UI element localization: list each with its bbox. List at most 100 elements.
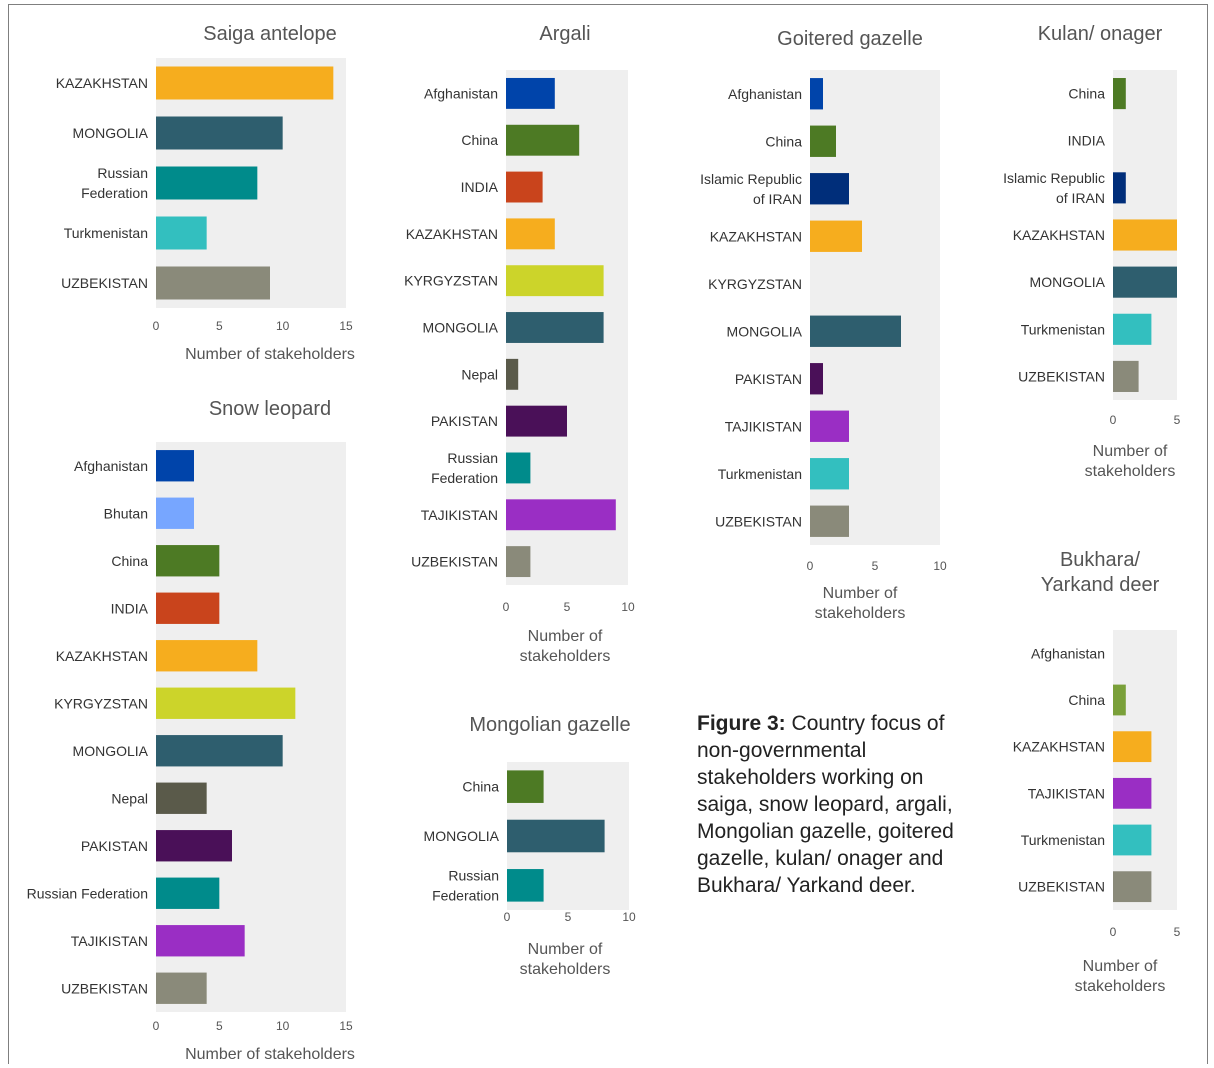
category-label: China xyxy=(1068,86,1105,102)
category-label: UZBEKISTAN xyxy=(1018,368,1105,384)
x-axis-label: Number of stakeholders xyxy=(1074,958,1166,995)
bar-mongolia xyxy=(810,315,901,347)
tick-label: 5 xyxy=(564,600,571,614)
bar-mongolia xyxy=(507,819,605,853)
bar-afghanistan xyxy=(506,77,555,109)
bar-uzbekistan xyxy=(1113,871,1152,903)
bar-china xyxy=(1113,684,1126,716)
bar-afghanistan xyxy=(810,78,823,110)
plot-area xyxy=(1113,630,1177,910)
plot-area xyxy=(156,442,346,1012)
tick-label: 5 xyxy=(216,319,223,333)
bar-russian-federation xyxy=(507,869,544,902)
category-label: Turkmenistan xyxy=(64,225,148,241)
tick-label: 10 xyxy=(933,559,947,573)
caption-label: Figure 3: xyxy=(697,712,786,735)
bar-kazakhstan xyxy=(156,640,258,672)
category-label: Russian Federation xyxy=(27,885,148,901)
category-label: UZBEKISTAN xyxy=(411,554,498,570)
tick-label: 5 xyxy=(216,1019,223,1033)
tick-label: 15 xyxy=(339,1019,353,1033)
bar-uzbekistan xyxy=(1113,360,1139,392)
category-label: KAZAKHSTAN xyxy=(56,648,148,664)
bar-kyrgyzstan xyxy=(506,265,604,297)
tick-label: 10 xyxy=(276,1019,290,1033)
category-label: INDIA xyxy=(461,179,499,195)
tick-label: 5 xyxy=(1174,925,1181,939)
category-label: TAJIKISTAN xyxy=(71,933,148,949)
bar-russian-federation xyxy=(506,452,531,484)
category-label: China xyxy=(765,133,802,149)
category-label: KAZAKHSTAN xyxy=(1013,739,1105,755)
chart-title: Snow leopard xyxy=(208,398,332,420)
category-label: Afghanistan xyxy=(74,458,148,474)
bar-tajikistan xyxy=(1113,777,1152,809)
category-label: Nepal xyxy=(461,366,498,382)
category-label: KAZAKHSTAN xyxy=(710,228,802,244)
category-label: Russian Federation xyxy=(431,450,498,486)
bar-mongolia xyxy=(156,735,283,767)
category-label: TAJIKISTAN xyxy=(421,507,498,523)
category-label: China xyxy=(1068,692,1105,708)
bar-uzbekistan xyxy=(156,972,207,1004)
bar-mongolia xyxy=(1113,266,1177,298)
bar-nepal xyxy=(506,358,519,390)
bar-islamic-republic-of-iran xyxy=(810,173,849,205)
bar-china xyxy=(810,125,836,157)
category-label: UZBEKISTAN xyxy=(715,513,802,529)
bar-pakistan xyxy=(156,830,232,862)
category-label: Turkmenistan xyxy=(1021,321,1105,337)
category-label: Islamic Republic of IRAN xyxy=(1003,170,1105,206)
chart-title: Saiga antelope xyxy=(203,23,337,45)
bar-tajikistan xyxy=(810,410,849,442)
bar-turkmenistan xyxy=(1113,824,1152,856)
category-label: PAKISTAN xyxy=(81,838,148,854)
category-label: PAKISTAN xyxy=(431,413,498,429)
tick-label: 0 xyxy=(1110,925,1117,939)
tick-label: 0 xyxy=(153,1019,160,1033)
category-label: Bhutan xyxy=(104,505,148,521)
bar-russian-federation xyxy=(156,877,220,909)
category-label: China xyxy=(111,553,148,569)
bar-turkmenistan xyxy=(156,216,207,250)
tick-label: 10 xyxy=(276,319,290,333)
category-label: TAJIKISTAN xyxy=(725,418,802,434)
bar-china xyxy=(507,770,544,803)
bar-china xyxy=(506,124,580,156)
tick-label: 0 xyxy=(503,600,510,614)
chart-title: Mongolian gazelle xyxy=(469,714,631,736)
category-label: UZBEKISTAN xyxy=(1018,879,1105,895)
tick-label: 5 xyxy=(565,910,572,924)
tick-label: 0 xyxy=(807,559,814,573)
bar-mongolia xyxy=(506,312,604,343)
x-axis-label: Number of stakeholders xyxy=(185,1046,355,1063)
category-label: MONGOLIA xyxy=(727,323,803,339)
category-label: MONGOLIA xyxy=(423,320,499,336)
tick-label: 5 xyxy=(1174,413,1181,427)
tick-label: 10 xyxy=(621,600,635,614)
x-axis-label: Number of stakeholders xyxy=(1084,443,1176,480)
category-label: PAKISTAN xyxy=(735,371,802,387)
caption-text: Country focus of non-governmental stakeh… xyxy=(697,712,954,897)
bar-pakistan xyxy=(506,405,567,437)
tick-label: 15 xyxy=(339,319,353,333)
category-label: INDIA xyxy=(111,600,149,616)
category-label: Turkmenistan xyxy=(718,466,802,482)
figure-frame xyxy=(8,4,1208,1064)
bar-china xyxy=(156,545,220,577)
tick-label: 0 xyxy=(1110,413,1117,427)
category-label: UZBEKISTAN xyxy=(61,275,148,291)
category-label: TAJIKISTAN xyxy=(1028,785,1105,801)
x-axis-label: Number of stakeholders xyxy=(519,941,611,978)
bar-kazakhstan xyxy=(1113,731,1152,763)
x-axis-label: Number of stakeholders xyxy=(814,585,906,622)
tick-label: 5 xyxy=(872,559,879,573)
chart-title: Kulan/ onager xyxy=(1037,23,1163,45)
